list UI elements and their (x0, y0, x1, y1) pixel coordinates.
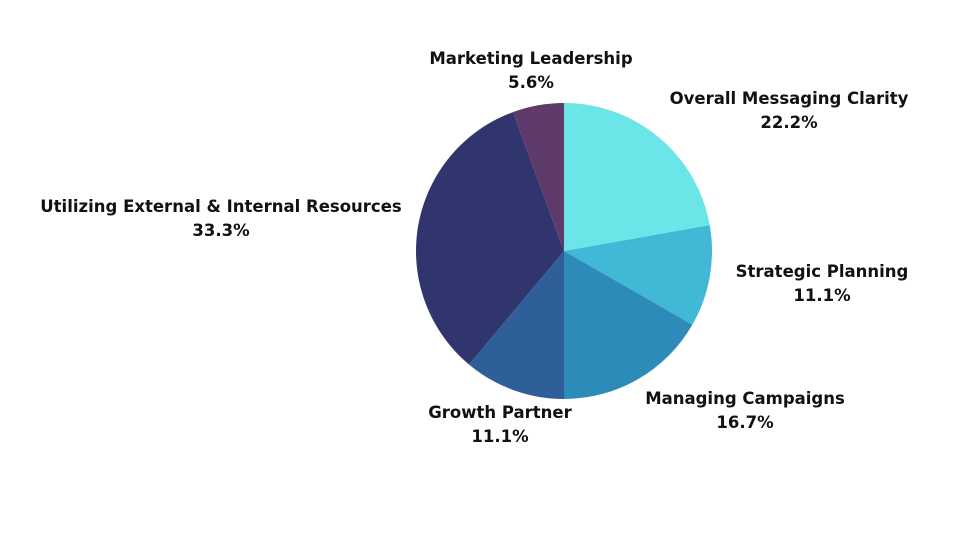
slice-value-overall-messaging-clarity: 22.2% (760, 113, 818, 132)
pie-slice-strategic-planning (564, 225, 713, 325)
slice-label-growth-partner: Growth Partner (428, 403, 572, 422)
slice-value-growth-partner: 11.1% (471, 427, 529, 446)
slice-label-strategic-planning: Strategic Planning (736, 262, 909, 281)
pie-slice-growth-partner (468, 251, 564, 399)
pie-slice-overall-messaging-clarity (564, 103, 710, 251)
pie-slices (416, 103, 713, 399)
slice-label-managing-campaigns: Managing Campaigns (645, 389, 845, 408)
slice-label-marketing-leadership: Marketing Leadership (429, 49, 632, 68)
pie-labels: Overall Messaging Clarity 22.2% Strategic … (40, 49, 908, 446)
pie-slice-marketing-leadership (512, 103, 564, 251)
slice-label-utilizing-external-internal-resources: Utilizing External & Internal Resources (40, 197, 402, 216)
slice-value-managing-campaigns: 16.7% (716, 413, 774, 432)
slice-value-marketing-leadership: 5.6% (508, 73, 554, 92)
slice-label-overall-messaging-clarity: Overall Messaging Clarity (670, 89, 909, 108)
pie-slice-managing-campaigns (564, 251, 693, 399)
slice-value-utilizing-external-internal-resources: 33.3% (192, 221, 250, 240)
pie-slice-utilizing-external-internal-resources (416, 112, 564, 365)
slice-value-strategic-planning: 11.1% (793, 286, 851, 305)
